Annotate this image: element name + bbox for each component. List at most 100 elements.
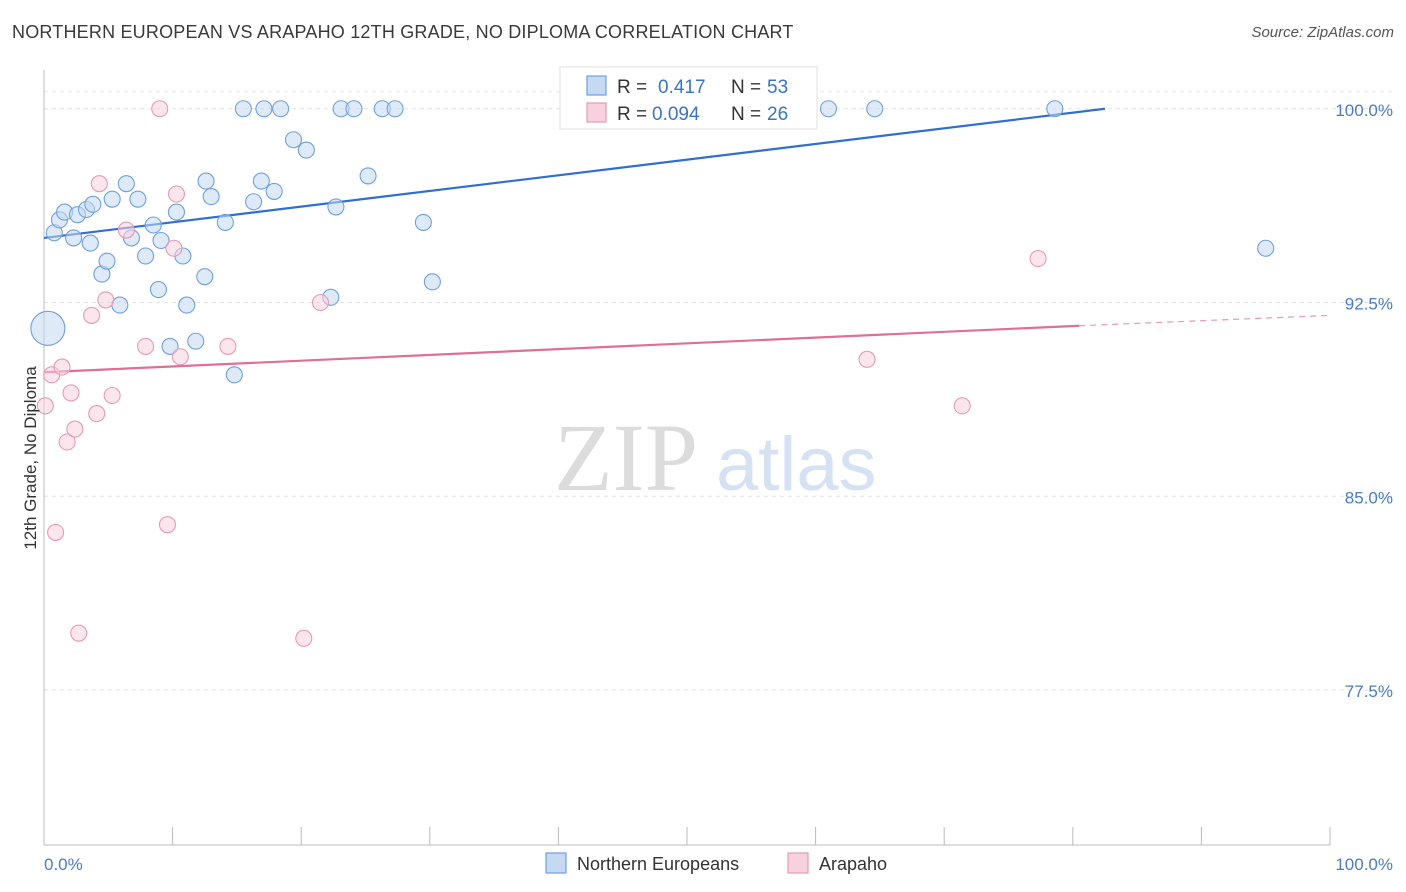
data-points (30, 100, 1275, 647)
data-point-arapaho (90, 175, 108, 193)
legend-r-value: 0.417 (658, 77, 706, 98)
legend-r-label: R = (617, 77, 647, 98)
data-point-northern-europeans (117, 175, 135, 193)
data-point-arapaho (97, 291, 115, 309)
data-point-northern-europeans (1046, 100, 1064, 118)
data-point-arapaho (165, 239, 183, 257)
data-point-northern-europeans (359, 167, 377, 185)
trend-lines (43, 107, 1331, 374)
y-tick-label: 100.0% (1335, 101, 1393, 120)
data-point-arapaho (47, 523, 65, 541)
data-point-arapaho (158, 516, 177, 534)
data-point-arapaho (295, 629, 313, 647)
data-point-arapaho (66, 420, 84, 438)
gridlines (44, 91, 1393, 691)
series-label-arapaho: Arapaho (819, 854, 887, 874)
y-tick-label: 85.0% (1345, 488, 1393, 507)
data-point-arapaho (58, 433, 76, 451)
data-point-northern-europeans (414, 213, 432, 231)
data-point-arapaho (53, 358, 71, 376)
data-point-northern-europeans (265, 182, 283, 200)
data-point-arapaho (167, 185, 186, 203)
legend-r-value: 0.094 (652, 104, 700, 125)
chart-title: NORTHERN EUROPEAN VS ARAPAHO 12TH GRADE,… (12, 22, 794, 42)
y-axis-label: 12th Grade, No Diploma (21, 366, 40, 550)
data-point-northern-europeans (327, 198, 345, 216)
data-point-northern-europeans (152, 231, 170, 250)
data-point-arapaho (171, 348, 189, 366)
y-tick-labels: 100.0% 92.5% 85.0% 77.5% (1335, 101, 1393, 701)
data-point-northern-europeans (197, 172, 215, 190)
data-point-arapaho (36, 397, 54, 415)
data-point-northern-europeans (149, 281, 168, 299)
legend-n-label: N = (731, 104, 761, 125)
trend-line-extension (1079, 314, 1331, 327)
data-point-northern-europeans (111, 296, 129, 314)
data-point-northern-europeans (234, 100, 252, 118)
legend-swatch-arapaho (586, 102, 607, 123)
watermark-zip: ZIP (554, 404, 698, 511)
data-point-northern-europeans (252, 172, 270, 190)
data-point-northern-europeans (216, 213, 234, 231)
legend-n-label: N = (731, 77, 761, 98)
watermark: ZIP atlas (554, 404, 877, 511)
x-tick-label-left: 0.0% (44, 855, 83, 874)
data-point-northern-europeans (819, 100, 838, 118)
data-point-northern-europeans (423, 273, 441, 291)
data-point-northern-europeans (129, 190, 147, 208)
data-point-northern-europeans (196, 268, 214, 286)
data-point-arapaho (88, 405, 106, 423)
chart-source: Source: ZipAtlas.com (1251, 24, 1394, 41)
series-label-northern-europeans: Northern Europeans (577, 854, 739, 874)
x-tick-label-right: 100.0% (1335, 855, 1393, 874)
data-point-arapaho (62, 384, 80, 402)
series-legend: Northern Europeans Arapaho (545, 852, 887, 874)
data-point-northern-europeans (1257, 239, 1275, 257)
data-point-northern-europeans (103, 190, 121, 208)
data-point-northern-europeans (297, 141, 315, 159)
data-point-northern-europeans (866, 100, 884, 118)
data-point-northern-europeans (255, 100, 273, 118)
data-point-northern-europeans (245, 193, 263, 211)
legend-n-value: 53 (767, 77, 788, 98)
legend-r-label: R = (617, 104, 647, 125)
data-point-northern-europeans (284, 131, 303, 149)
data-point-arapaho (858, 350, 876, 368)
data-point-arapaho (219, 337, 237, 355)
data-point-northern-europeans (30, 310, 66, 346)
data-point-northern-europeans (161, 337, 179, 355)
data-point-arapaho (103, 386, 121, 405)
y-tick-label: 92.5% (1345, 295, 1393, 314)
data-point-arapaho (117, 221, 135, 239)
axes (43, 70, 1331, 846)
legend: R = 0.417 N = 53 R = 0.094 N = 26 (559, 66, 818, 130)
legend-n-value: 26 (767, 104, 788, 125)
data-point-northern-europeans (386, 100, 404, 118)
series-swatch-arapaho (787, 852, 809, 874)
series-swatch-northern-europeans (545, 852, 567, 874)
data-point-northern-europeans (65, 229, 83, 247)
data-point-northern-europeans (98, 252, 116, 270)
data-point-arapaho (1029, 250, 1047, 268)
data-point-northern-europeans (178, 296, 196, 314)
data-point-northern-europeans (187, 332, 205, 350)
data-point-northern-europeans (225, 366, 243, 384)
data-point-northern-europeans (272, 100, 290, 118)
data-point-northern-europeans (345, 100, 363, 118)
data-point-northern-europeans (137, 247, 155, 265)
data-point-arapaho (70, 624, 88, 642)
data-point-arapaho (137, 337, 155, 355)
data-point-arapaho (953, 397, 971, 415)
data-point-northern-europeans (167, 203, 186, 221)
trend-line (43, 324, 1080, 374)
data-point-northern-europeans (202, 188, 220, 206)
data-point-northern-europeans (144, 216, 162, 234)
data-point-arapaho (311, 293, 330, 312)
y-tick-label: 77.5% (1345, 682, 1393, 701)
watermark-atlas: atlas (716, 422, 877, 507)
data-point-arapaho (151, 100, 169, 118)
data-point-northern-europeans (81, 234, 99, 252)
data-point-arapaho (83, 306, 101, 324)
data-point-northern-europeans (84, 195, 102, 213)
